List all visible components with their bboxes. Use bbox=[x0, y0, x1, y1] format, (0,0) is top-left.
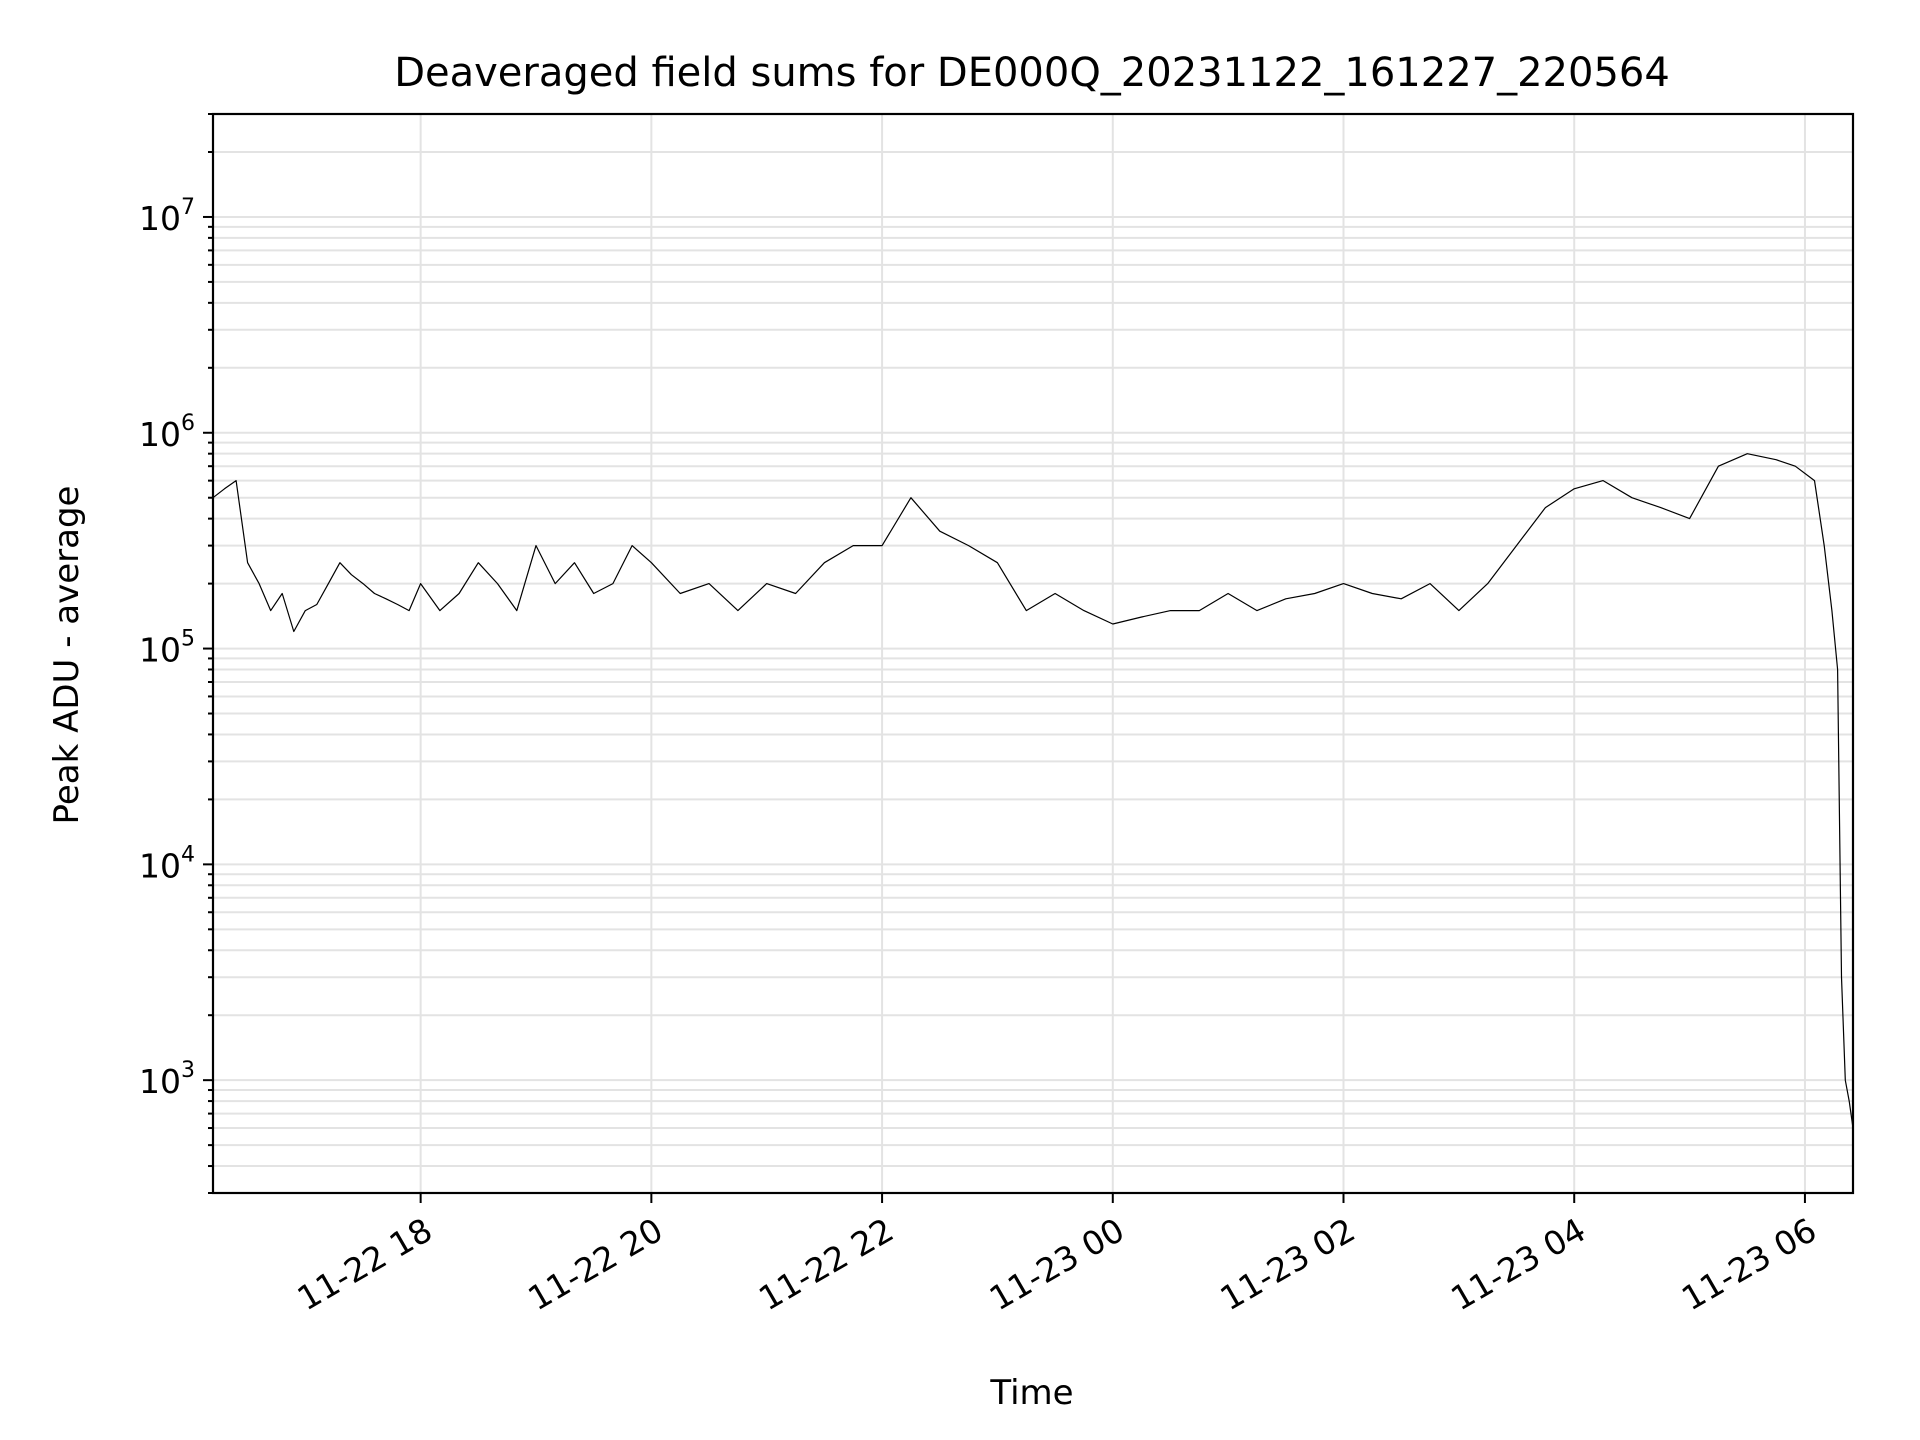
x-tick-label: 11-23 00 bbox=[983, 1210, 1131, 1318]
y-axis: 103 104 105 106 107 bbox=[139, 113, 213, 1194]
x-axis: 11-22 18 11-22 20 11-22 22 11-23 00 11-23 02… bbox=[291, 1193, 1823, 1318]
x-tick-label: 11-23 06 bbox=[1675, 1210, 1823, 1318]
y-tick-label: 104 bbox=[139, 842, 195, 885]
x-tick-label: 11-23 02 bbox=[1214, 1210, 1362, 1318]
data-series-line bbox=[212, 453, 1854, 1129]
y-axis-label: Peak ADU - average bbox=[47, 486, 87, 825]
x-tick-label: 11-23 04 bbox=[1444, 1210, 1592, 1318]
x-tick-label: 11-22 18 bbox=[291, 1210, 439, 1318]
y-tick-label: 107 bbox=[139, 195, 195, 238]
x-axis-label: Time bbox=[989, 1373, 1073, 1413]
x-tick-label: 11-22 22 bbox=[752, 1210, 900, 1318]
x-tick-label: 11-22 20 bbox=[521, 1210, 669, 1318]
grid bbox=[213, 113, 1853, 1194]
y-tick-label: 105 bbox=[139, 627, 195, 670]
y-tick-label: 103 bbox=[139, 1058, 195, 1101]
y-tick-label: 106 bbox=[139, 411, 195, 454]
plot-frame bbox=[211, 112, 1855, 1195]
chart-title: Deaveraged field sums for DE000Q_2023112… bbox=[394, 50, 1670, 96]
